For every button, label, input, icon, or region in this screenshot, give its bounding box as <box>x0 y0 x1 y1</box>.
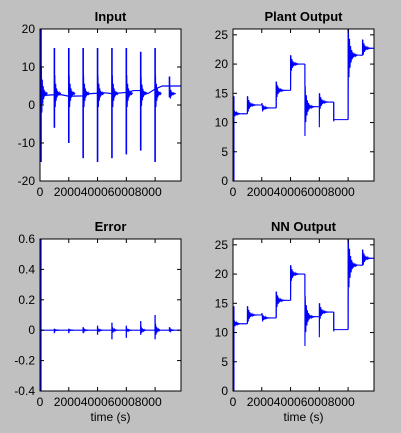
ringing-mark <box>140 76 148 106</box>
y-tick-label: -10 <box>18 136 36 150</box>
step-segment <box>261 313 277 322</box>
data-layer <box>233 239 374 391</box>
x-tick-labels: 2000400060008000 <box>247 395 355 409</box>
ringing-mark <box>53 328 60 332</box>
step-segment <box>275 81 291 108</box>
y-tick-label: 10 <box>22 60 36 74</box>
axes-box <box>232 28 375 182</box>
y-tick-label: 5 <box>221 355 228 369</box>
step-segment <box>290 265 305 301</box>
y-tick-label: -0.4 <box>14 384 35 398</box>
ringing-mark <box>154 75 162 108</box>
x-tick-label: 0 <box>230 395 237 409</box>
step-segment <box>361 249 374 266</box>
x-tick-labels: 2000400060008000 <box>54 395 162 409</box>
subplot-4: 0 5 10 15 20 25 0 2000400060008000 NN Output time… <box>215 219 375 424</box>
step-segment <box>304 274 320 346</box>
x-tick-label: 0 <box>230 185 237 199</box>
axes-box <box>232 238 375 392</box>
ringing-mark <box>125 328 132 333</box>
y-tick-label: 0.6 <box>18 232 35 246</box>
step-segment <box>304 64 320 136</box>
plot-area <box>40 29 181 181</box>
y-tick-label: 15 <box>215 296 229 310</box>
subplot-title: Error <box>95 219 127 234</box>
y-tick-label: 10 <box>215 326 229 340</box>
step-segment <box>333 102 349 122</box>
subplot-1: -20 -10 0 10 20 0 2000400060008000 Input <box>18 9 182 199</box>
y-tick-label: 0 <box>28 323 35 337</box>
step-segment <box>361 39 374 56</box>
y-tick-label: -20 <box>18 174 36 188</box>
axes-box <box>39 238 182 392</box>
x-tick-label: 0 <box>37 395 44 409</box>
y-tick-label: -0.2 <box>14 354 35 368</box>
subplot-title: Input <box>95 9 127 24</box>
data-layer <box>40 239 181 391</box>
y-tick-label: 5 <box>221 145 228 159</box>
data-layer <box>40 29 181 162</box>
y-tick-label: 0 <box>221 174 228 188</box>
ringing-mark <box>154 323 161 335</box>
step-segment <box>275 291 291 318</box>
y-tick-label: 0 <box>28 98 35 112</box>
step-segment <box>290 55 305 91</box>
ringing-mark <box>53 75 62 108</box>
ringing-mark <box>82 327 89 334</box>
ringing-mark <box>169 327 175 334</box>
x-axis-label: time (s) <box>91 410 131 424</box>
ringing-mark <box>97 75 105 108</box>
x-axis-label: time (s) <box>284 410 324 424</box>
subplot-3: -0.4 -0.2 0 0.2 0.4 0.6 0 2000400060008000 Error… <box>14 219 182 424</box>
y-tick-label: 25 <box>215 238 229 252</box>
y-tick-label: 0.4 <box>18 262 35 276</box>
ringing-mark <box>168 86 177 99</box>
x-tick-labels: 2000400060008000 <box>54 185 162 199</box>
ringing-mark <box>111 326 118 333</box>
x-tick-label: 0 <box>37 185 44 199</box>
ringing-mark <box>97 328 103 333</box>
subplot-2: 0 5 10 15 20 25 0 2000400060008000 Plant Output <box>215 9 375 199</box>
ringing-mark <box>125 75 134 108</box>
step-segment <box>246 306 262 324</box>
y-tick-label: 20 <box>22 22 36 36</box>
plot-area <box>40 239 181 391</box>
y-tick-label: 0 <box>221 384 228 398</box>
y-tick-label: 10 <box>215 116 229 130</box>
y-tick-label: 0.2 <box>18 293 35 307</box>
step-segment <box>261 103 277 112</box>
ringing-mark <box>40 67 48 113</box>
y-tick-label: 15 <box>215 86 229 100</box>
step-segment <box>246 96 262 114</box>
y-tick-label: 20 <box>215 267 229 281</box>
data-layer <box>233 29 374 181</box>
ringing-mark <box>140 326 147 334</box>
y-tick-label: 25 <box>215 28 229 42</box>
ringing-mark <box>111 75 119 108</box>
step-segment <box>347 239 363 330</box>
ringing-mark <box>68 328 74 332</box>
subplot-title: Plant Output <box>265 9 344 24</box>
step-segment <box>318 93 334 128</box>
step-segment <box>333 312 349 332</box>
x-tick-labels: 2000400060008000 <box>247 185 355 199</box>
ringing-mark <box>68 75 76 108</box>
step-segment <box>318 303 334 338</box>
subplot-title: NN Output <box>271 219 337 234</box>
ringing-mark <box>82 75 90 108</box>
step-segment <box>347 29 363 120</box>
y-tick-label: 20 <box>215 57 229 71</box>
